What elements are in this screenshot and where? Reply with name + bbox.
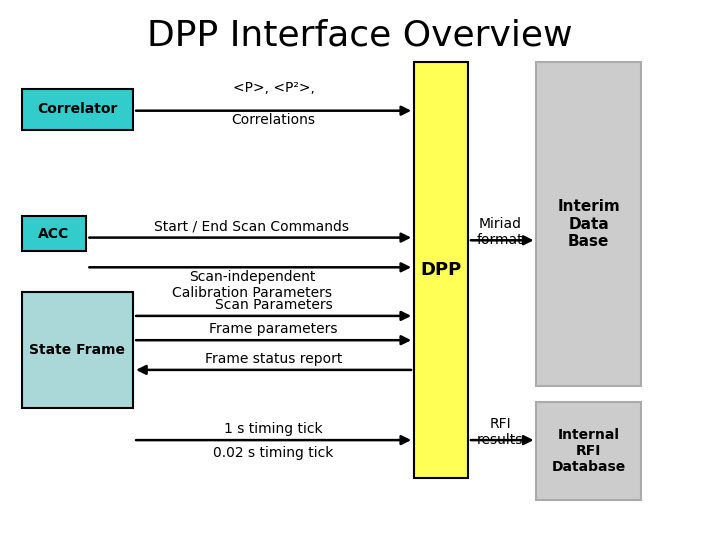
Text: Internal
RFI
Database: Internal RFI Database: [552, 428, 626, 474]
Text: 1 s timing tick: 1 s timing tick: [225, 422, 323, 436]
Text: Miriad
format: Miriad format: [477, 217, 523, 247]
Text: ACC: ACC: [38, 227, 70, 240]
Text: Start / End Scan Commands: Start / End Scan Commands: [155, 219, 349, 233]
Text: Frame parameters: Frame parameters: [210, 322, 338, 336]
Bar: [22, 216, 86, 251]
Text: Scan Parameters: Scan Parameters: [215, 298, 333, 312]
Text: Interim
Data
Base: Interim Data Base: [557, 199, 620, 249]
Text: Frame status report: Frame status report: [205, 352, 342, 366]
Text: 0.02 s timing tick: 0.02 s timing tick: [213, 446, 334, 460]
Text: Correlations: Correlations: [232, 113, 315, 127]
Text: Scan-independent
Calibration Parameters: Scan-independent Calibration Parameters: [172, 270, 332, 300]
Bar: [536, 62, 641, 386]
Text: DPP: DPP: [420, 261, 462, 279]
Text: Correlator: Correlator: [37, 103, 117, 116]
Bar: [414, 62, 468, 478]
Bar: [536, 402, 641, 500]
Bar: [22, 292, 133, 408]
Text: RFI
results: RFI results: [477, 417, 523, 447]
Text: DPP Interface Overview: DPP Interface Overview: [148, 18, 572, 52]
Bar: [22, 89, 133, 130]
Text: State Frame: State Frame: [30, 343, 125, 356]
Text: <P>, <P²>,: <P>, <P²>,: [233, 80, 315, 94]
